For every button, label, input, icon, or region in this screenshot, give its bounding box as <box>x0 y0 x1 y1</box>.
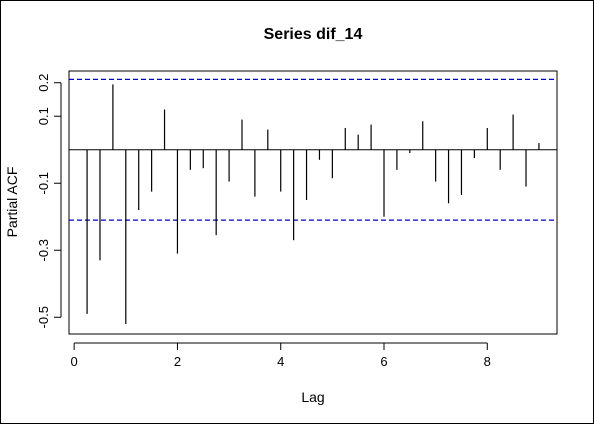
y-tick-label: -0.1 <box>36 172 51 194</box>
x-tick-label: 0 <box>71 354 78 369</box>
x-axis: 0 2 4 6 8 <box>71 342 491 369</box>
y-axis-label: Partial ACF <box>4 167 20 238</box>
x-tick-label: 4 <box>277 354 284 369</box>
x-axis-label: Lag <box>301 389 324 405</box>
x-tick-label: 6 <box>380 354 387 369</box>
x-tick-label: 8 <box>484 354 491 369</box>
x-tick-label: 2 <box>174 354 181 369</box>
y-tick-label: -0.3 <box>36 239 51 261</box>
pacf-bars <box>86 84 540 324</box>
y-tick-label: -0.5 <box>36 306 51 328</box>
plot-area <box>68 70 558 335</box>
chart-title: Series dif_14 <box>264 26 363 43</box>
y-axis: -0.5 -0.3 -0.1 0.1 0.2 <box>36 74 62 328</box>
y-tick-label: 0.2 <box>36 74 51 92</box>
y-tick-label: 0.1 <box>36 107 51 125</box>
